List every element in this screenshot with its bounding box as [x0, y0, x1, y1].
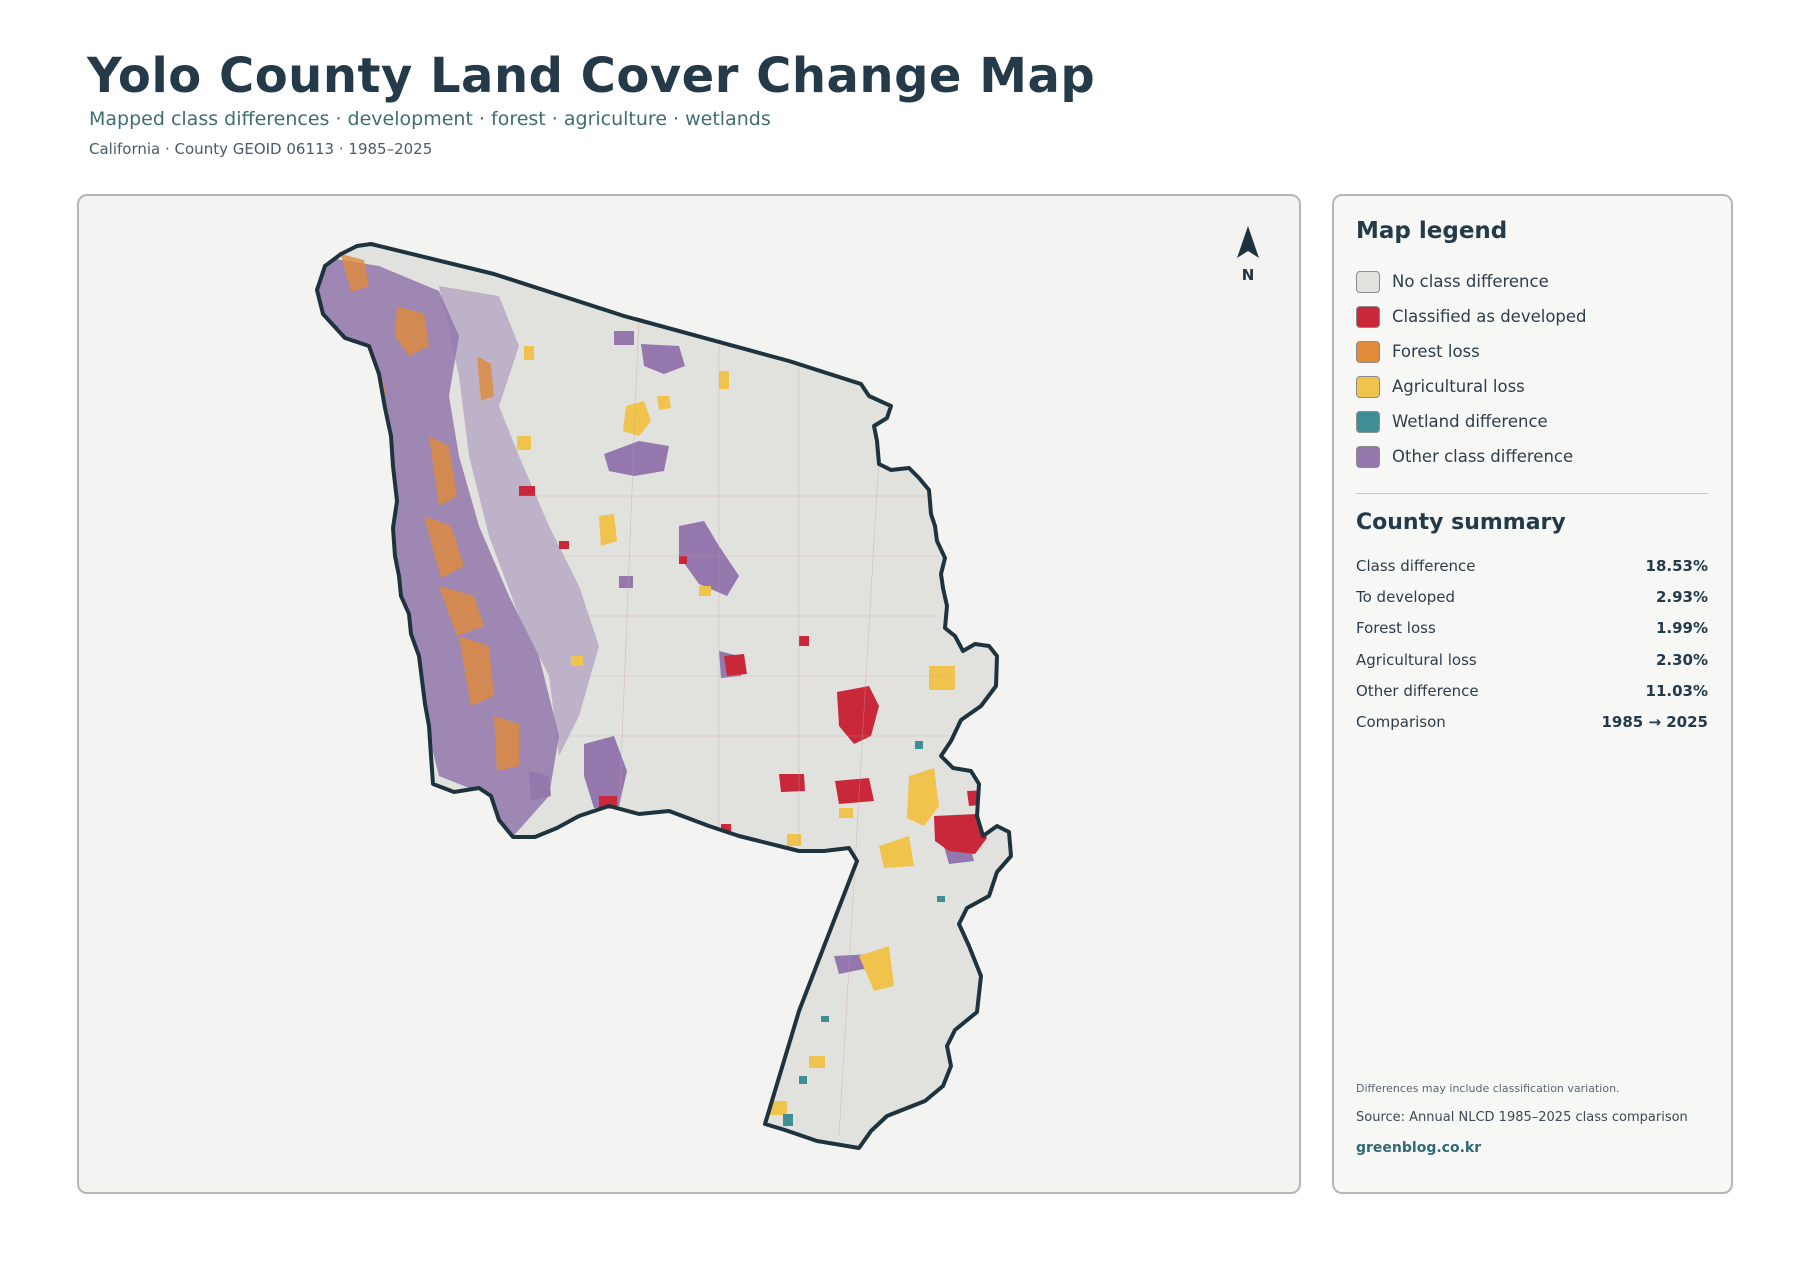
legend-item-agricultural-loss: Agricultural loss	[1356, 369, 1587, 404]
source-credit: Source: Annual NLCD 1985–2025 class comp…	[1356, 1110, 1688, 1125]
side-panel: Map legend No class difference Classifie…	[1332, 194, 1733, 1194]
summary-title: County summary	[1356, 510, 1566, 535]
legend-label: Agricultural loss	[1392, 377, 1525, 396]
county-map[interactable]: N	[79, 196, 1301, 1194]
summary-value: 2.93%	[1655, 587, 1708, 606]
north-arrow: N	[1237, 226, 1259, 284]
developed-patches	[519, 486, 991, 854]
summary-value: 1.99%	[1655, 619, 1708, 638]
legend-label: No class difference	[1392, 272, 1549, 291]
summary-list: Class difference 18.53% To developed 2.9…	[1356, 550, 1708, 738]
agricultural-loss-patches	[517, 346, 955, 1115]
page-meta: California · County GEOID 06113 · 1985–2…	[89, 140, 433, 158]
legend-label: Other class difference	[1392, 447, 1574, 466]
legend-item-forest-loss: Forest loss	[1356, 334, 1587, 369]
north-arrow-icon	[1237, 226, 1259, 258]
summary-value: 11.03%	[1645, 681, 1708, 700]
legend-item-wetland: Wetland difference	[1356, 404, 1587, 439]
legend-swatch	[1356, 270, 1380, 293]
legend-item-no-change: No class difference	[1356, 264, 1587, 299]
summary-row-comparison: Comparison 1985 → 2025	[1356, 706, 1708, 737]
legend-title: Map legend	[1356, 218, 1508, 244]
legend-item-other: Other class difference	[1356, 439, 1587, 474]
brand-link[interactable]: greenblog.co.kr	[1356, 1140, 1482, 1156]
summary-row-class-difference: Class difference 18.53%	[1356, 550, 1708, 581]
page-subtitle: Mapped class differences · development ·…	[89, 108, 771, 130]
legend-swatch	[1356, 375, 1380, 398]
legend-swatch	[1356, 410, 1380, 433]
summary-row-to-developed: To developed 2.93%	[1356, 581, 1708, 612]
summary-value: 2.30%	[1655, 650, 1708, 669]
legend-swatch	[1356, 305, 1380, 328]
legend-label: Wetland difference	[1392, 412, 1548, 431]
panel-divider	[1356, 493, 1708, 494]
summary-value: 18.53%	[1645, 556, 1708, 575]
summary-value: 1985 → 2025	[1601, 713, 1708, 732]
footnote: Differences may include classification v…	[1356, 1082, 1620, 1095]
legend-item-developed: Classified as developed	[1356, 299, 1587, 334]
legend-swatch	[1356, 340, 1380, 363]
summary-label: To developed	[1356, 587, 1456, 606]
summary-label: Forest loss	[1356, 619, 1436, 638]
summary-row-other-difference: Other difference 11.03%	[1356, 675, 1708, 706]
summary-label: Other difference	[1356, 681, 1479, 700]
legend-label: Forest loss	[1392, 342, 1480, 361]
field-lines	[509, 315, 959, 1137]
summary-label: Agricultural loss	[1356, 650, 1477, 669]
page-title: Yolo County Land Cover Change Map	[87, 48, 1096, 104]
map-panel[interactable]: N	[77, 194, 1301, 1194]
legend-swatch	[1356, 445, 1380, 468]
county-outline	[315, 242, 1013, 1150]
summary-row-forest-loss: Forest loss 1.99%	[1356, 613, 1708, 644]
summary-label: Class difference	[1356, 556, 1476, 575]
summary-row-agricultural-loss: Agricultural loss 2.30%	[1356, 644, 1708, 675]
legend-label: Classified as developed	[1392, 307, 1587, 326]
legend-list: No class difference Classified as develo…	[1356, 264, 1587, 474]
north-label: N	[1242, 266, 1255, 284]
summary-label: Comparison	[1356, 713, 1446, 732]
forest-loss-patches	[341, 254, 519, 771]
county-base-area	[317, 244, 1011, 1148]
wetland-difference-patches	[783, 741, 945, 1126]
